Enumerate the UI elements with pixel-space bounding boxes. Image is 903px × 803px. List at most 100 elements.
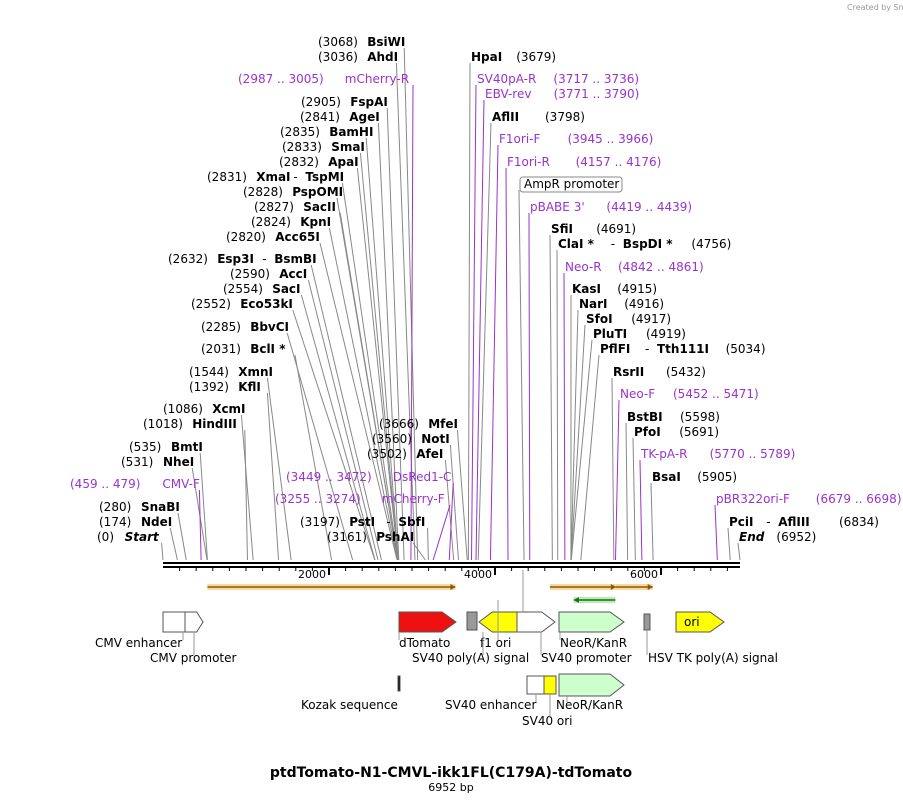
site-number: (3666)	[379, 417, 419, 431]
leader-sacii	[339, 212, 399, 561]
site-label-cmv-f: (459 .. 479) CMV-F	[70, 477, 200, 491]
ruler-tick-label: 4000	[464, 568, 492, 581]
site-name: BbvCI	[250, 320, 289, 334]
site-name: MfeI	[428, 417, 458, 431]
site-name: KflI	[238, 380, 261, 394]
site-label-pbabe-3: pBABE 3' (4419 .. 4439)	[530, 200, 692, 214]
site-name: SacI	[272, 282, 300, 296]
site-label-hpai: HpaI (3679)	[471, 50, 556, 64]
leader-pfoi	[632, 437, 636, 561]
site-number: (2820)	[226, 230, 266, 244]
site-name: Neo-F	[620, 387, 655, 401]
leader-neo-r	[563, 272, 566, 561]
site-label-kpni: (2824) KpnI	[251, 215, 331, 229]
site-name: BclI *	[250, 342, 286, 356]
site-number: (0)	[97, 530, 114, 544]
site-label-sfoi: SfoI (4917)	[586, 312, 671, 326]
site-name: pBR322ori-F	[716, 492, 790, 506]
leader-tk-pa-r	[639, 459, 643, 561]
leader-esp3i	[310, 264, 382, 561]
site-name: End	[739, 530, 765, 544]
site-number: (4691)	[596, 222, 636, 236]
site-number: (2031)	[201, 342, 241, 356]
leader-mcherry-r	[410, 84, 414, 561]
leader-acci	[307, 279, 379, 561]
site-label-pflfi: PflFI - Tth111I (5034)	[600, 342, 766, 356]
leader-pbr322ori-f	[714, 504, 718, 561]
site-label-xcmi: (1086) XcmI	[163, 402, 246, 416]
site-name: PstI	[349, 515, 375, 529]
site-number: (2554)	[223, 282, 263, 296]
feature-label: NeoR/KanR	[556, 698, 623, 712]
site-label-psti: (3197) PstI - SbfI	[300, 515, 425, 529]
site-number: (2285)	[201, 320, 241, 334]
site-name: SnaBI	[141, 500, 180, 514]
site-label-nari: NarI (4916)	[579, 297, 664, 311]
leader-bmti	[199, 452, 208, 561]
site-label-ahdi: (3036) AhdI	[318, 50, 398, 64]
site-label-ndei: (174) NdeI	[99, 515, 172, 529]
site-name: NarI	[579, 297, 608, 311]
feature-label: SV40 promoter	[541, 651, 632, 665]
site-label-mcherry-f: (3255 .. 3274) mCherry-F	[275, 492, 445, 506]
site-name: EBV-rev	[485, 87, 531, 101]
site-name: F1ori-R	[507, 155, 550, 169]
feature-label: CMV enhancer	[95, 636, 182, 650]
feature-sv40-enhancer: SV40 enhancer	[445, 675, 545, 712]
feature-label: Kozak sequence	[301, 698, 398, 712]
site-label-f1ori-r: F1ori-R (4157 .. 4176)	[507, 155, 661, 169]
leader-ahdi	[395, 62, 416, 561]
leader-afei	[444, 459, 455, 561]
site-number: (4919)	[646, 327, 686, 341]
feature-shape	[675, 611, 725, 633]
leader-smai	[359, 152, 399, 561]
leader-ebv-rev	[475, 99, 485, 561]
site-label-snabi: (280) SnaBI	[99, 500, 180, 514]
leader-ndei	[169, 527, 178, 561]
site-name: ClaI *	[558, 237, 595, 251]
site-name: ApaI	[328, 155, 358, 169]
site-label-eco53ki: (2552) Eco53kI	[191, 297, 293, 311]
site-number: (3036)	[318, 50, 358, 64]
leader-start	[161, 542, 164, 561]
site-number: (2828)	[243, 185, 283, 199]
orf-arrowhead	[647, 584, 653, 590]
feature-hsv-tk-poly-a-signal: HSV TK poly(A) signal	[643, 613, 778, 665]
site-separator: -	[262, 252, 266, 266]
site-label-start: (0) Start	[97, 530, 160, 544]
site-name: SmaI	[331, 140, 365, 154]
site-name: SV40pA-R	[477, 72, 536, 86]
site-name: SfoI	[586, 312, 613, 326]
leader-hindiii	[244, 429, 248, 561]
site-label-acc65i: (2820) Acc65I	[226, 230, 320, 244]
site-name: PfoI	[634, 425, 661, 439]
site-number: (3255 .. 3274)	[275, 492, 361, 506]
site-number: (2824)	[251, 215, 291, 229]
site-number: (3560)	[372, 432, 412, 446]
leader-saci	[300, 294, 376, 561]
site-number: (2590)	[230, 267, 270, 281]
site-number: (2987 .. 3005)	[238, 72, 324, 86]
site-label-rsrii: RsrII (5432)	[613, 365, 706, 379]
site-leaders	[161, 47, 741, 561]
leader-acc65i	[319, 242, 398, 561]
site-name: Eco53kI	[240, 297, 293, 311]
site-name: XcmI	[212, 402, 245, 416]
site-label-kfli: (1392) KflI	[189, 380, 261, 394]
site-name: AfeI	[416, 447, 443, 461]
site-label-mfei: (3666) MfeI	[379, 417, 458, 431]
site-number: (6952)	[776, 530, 816, 544]
leader-snabi	[177, 512, 187, 561]
site-number: (4842 .. 4861)	[618, 260, 704, 274]
site-name: PflFI	[600, 342, 630, 356]
leader-aflii	[477, 122, 492, 561]
feature-label: HSV TK poly(A) signal	[648, 651, 778, 665]
site-label-xmai: (2831) XmaI - TspMI	[207, 170, 344, 184]
site-name-2: Tth111I	[657, 342, 709, 356]
site-number: (1544)	[189, 365, 229, 379]
feature-sv40-poly-a-signal: SV40 poly(A) signal	[412, 611, 529, 665]
site-label-noti: (3560) NotI	[372, 432, 450, 446]
site-name: SacII	[303, 200, 336, 214]
site-name: BstBI	[627, 410, 663, 424]
